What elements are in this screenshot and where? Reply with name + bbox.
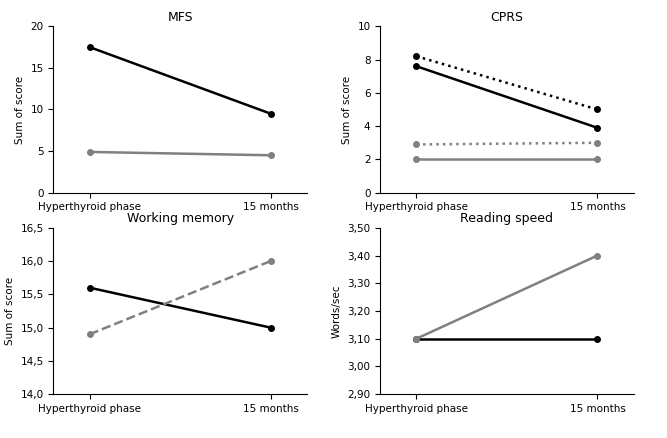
Y-axis label: Sum of score: Sum of score [5,277,15,345]
Legend: Graves depression, Controls depression, Graves anxiety, Controls anxiety: Graves depression, Controls depression, … [380,244,634,276]
Y-axis label: Words/sec: Words/sec [331,284,342,338]
Legend: Graves, Controls: Graves, Controls [95,245,265,264]
Title: CPRS: CPRS [490,11,524,24]
Title: MFS: MFS [167,11,193,24]
Y-axis label: Sum of score: Sum of score [342,75,352,144]
Title: Reading speed: Reading speed [460,212,554,225]
Title: Working memory: Working memory [127,212,233,225]
Y-axis label: Sum of score: Sum of score [15,75,25,144]
